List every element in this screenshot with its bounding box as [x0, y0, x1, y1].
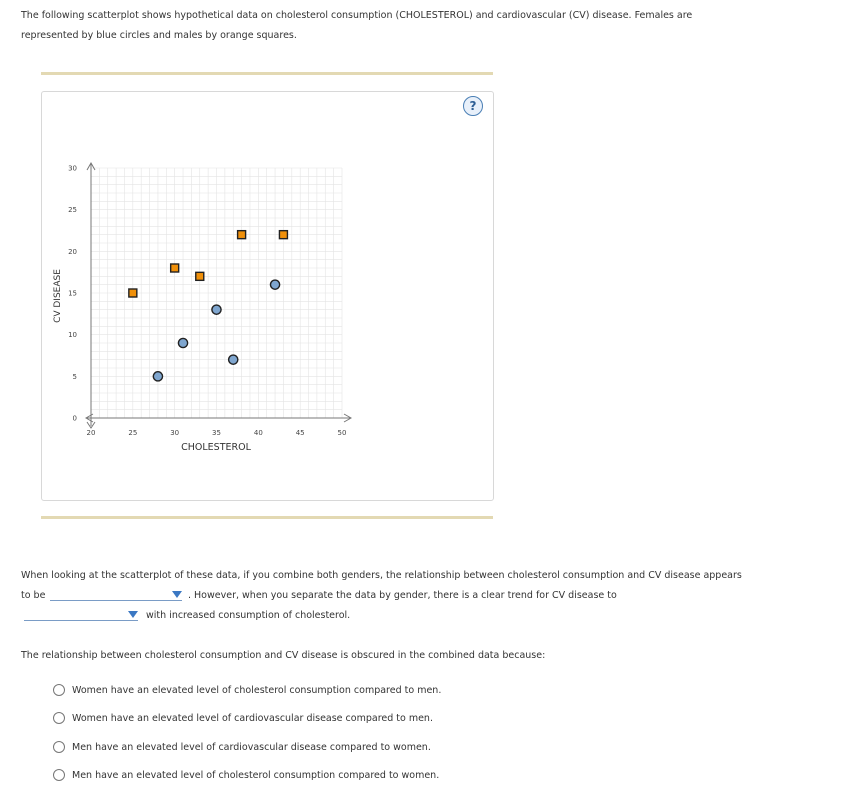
x-axis-label: CHOLESTEROL [181, 442, 251, 453]
x-axis-arrow-left-icon [84, 413, 94, 423]
radio-button[interactable] [53, 741, 65, 753]
x-tick-label: 50 [338, 429, 347, 437]
relationship-dropdown[interactable] [50, 588, 182, 601]
male-data-point [278, 229, 289, 240]
female-data-point [227, 354, 239, 365]
x-tick-label: 25 [128, 429, 137, 437]
bottom-divider [41, 516, 493, 519]
plot-tick-labels: 20 25 30 35 40 45 50 0 5 10 15 20 25 30 [68, 165, 346, 438]
female-data-point [269, 279, 281, 290]
graph-panel [41, 91, 494, 501]
paragraph-to-be: to be [21, 590, 46, 601]
answer-option-2[interactable]: Women have an elevated level of cardiova… [53, 712, 433, 724]
trend-dropdown[interactable] [24, 608, 138, 621]
paragraph-line-1: When looking at the scatterplot of these… [21, 570, 742, 581]
y-tick-label: 0 [73, 415, 77, 423]
male-data-point [128, 288, 138, 298]
x-tick-label: 45 [296, 429, 305, 437]
x-tick-label: 20 [87, 429, 96, 437]
plot-axes [84, 161, 353, 429]
x-tick-label: 40 [254, 429, 263, 437]
y-tick-label: 25 [68, 206, 77, 214]
paragraph-line-2: . However, when you separate the data by… [188, 590, 617, 601]
y-axis-arrow-icon [86, 161, 96, 171]
female-data-point [152, 371, 164, 382]
question-text: The relationship between cholesterol con… [21, 650, 546, 661]
male-data-point [169, 263, 180, 273]
intro-text: The following scatterplot shows hypothet… [21, 6, 821, 46]
answer-option-label: Men have an elevated level of cholestero… [72, 769, 440, 781]
chevron-down-icon [172, 591, 182, 598]
y-tick-label: 30 [68, 165, 77, 173]
scatterplot: 20 25 30 35 40 45 50 0 5 10 15 20 25 30 CHOLESTEROL C… [53, 161, 353, 453]
plot-grid [90, 167, 343, 419]
paragraph-line-3: with increased consumption of cholestero… [146, 610, 351, 621]
plot-points [128, 229, 289, 382]
x-tick-label: 30 [170, 429, 179, 437]
male-data-point [195, 271, 205, 282]
intro-line-1: The following scatterplot shows hypothet… [21, 10, 693, 21]
answer-option-label: Women have an elevated level of cardiova… [72, 712, 433, 724]
top-divider [41, 72, 493, 75]
y-tick-label: 20 [68, 248, 77, 256]
answer-option-label: Women have an elevated level of choleste… [72, 684, 442, 696]
intro-line-2: represented by blue circles and males by… [21, 30, 297, 41]
radio-button[interactable] [53, 712, 65, 724]
y-tick-label: 5 [73, 373, 77, 381]
chevron-down-icon [128, 611, 138, 618]
female-data-point [211, 304, 222, 315]
y-tick-label: 10 [68, 331, 77, 339]
y-axis-arrow-down-icon [86, 421, 96, 429]
answer-option-4[interactable]: Men have an elevated level of cholestero… [53, 769, 439, 781]
x-tick-label: 35 [212, 429, 221, 437]
answer-option-3[interactable]: Men have an elevated level of cardiovasc… [53, 741, 431, 753]
y-axis-label: CV DISEASE [53, 269, 63, 323]
help-icon[interactable]: ? [463, 96, 483, 116]
y-tick-label: 15 [68, 290, 77, 298]
female-data-point [177, 337, 189, 349]
male-data-point [236, 229, 247, 240]
x-axis-arrow-icon [343, 413, 353, 423]
radio-button[interactable] [53, 684, 65, 696]
answer-option-label: Men have an elevated level of cardiovasc… [72, 741, 431, 753]
answer-option-1[interactable]: Women have an elevated level of choleste… [53, 684, 441, 696]
radio-button[interactable] [53, 769, 65, 781]
